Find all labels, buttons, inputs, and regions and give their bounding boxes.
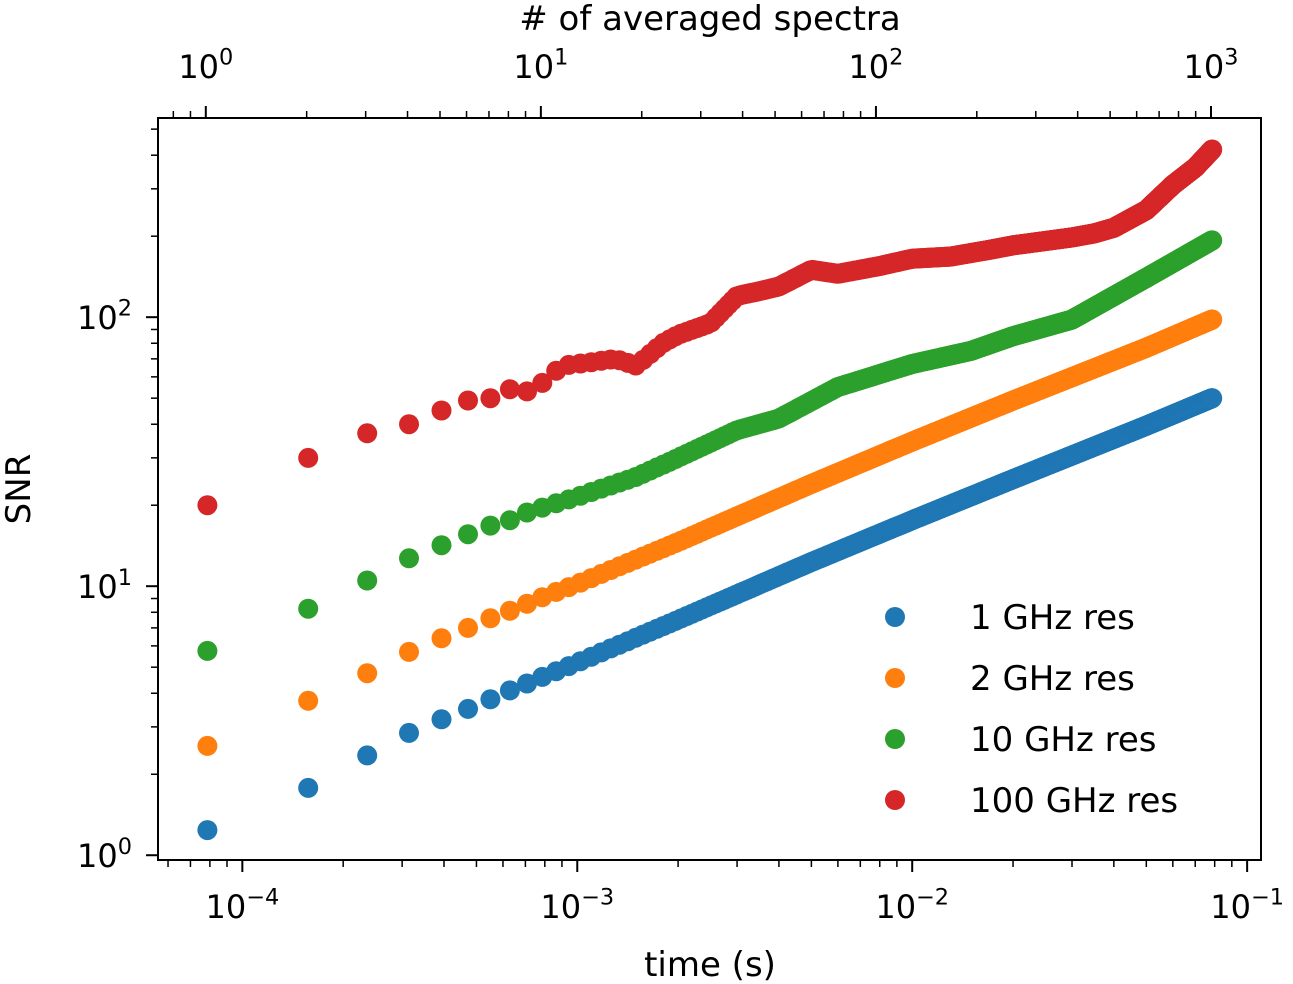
x-axis: 10−4 10−3 10−2 10−1: [167, 860, 1284, 926]
data-point: [517, 673, 537, 694]
data-point: [480, 689, 501, 710]
data-point: [357, 423, 378, 444]
x-tick-label: 10−1: [1210, 885, 1284, 926]
data-point: [1202, 388, 1223, 409]
data-point: [197, 820, 218, 841]
plot-frame: [157, 117, 1262, 861]
data-point: [458, 617, 478, 638]
data-point: [458, 390, 478, 411]
y-tick-label: 102: [77, 296, 132, 337]
data-point: [1202, 230, 1223, 251]
legend-marker: [885, 729, 905, 749]
data-point: [1202, 309, 1223, 330]
data-point: [458, 698, 478, 719]
data-point: [298, 447, 319, 468]
legend-label: 10 GHz res: [970, 720, 1157, 760]
data-points: [197, 139, 1223, 841]
data-point: [499, 600, 520, 621]
data-point: [298, 690, 319, 711]
data-point: [458, 524, 478, 545]
x-tick-label: 10−3: [540, 885, 614, 926]
data-point: [197, 640, 218, 661]
data-point: [197, 735, 218, 756]
legend: 1 GHz res 2 GHz res 10 GHz res 100 GHz res: [885, 598, 1178, 821]
data-point: [499, 379, 520, 400]
data-point: [431, 709, 452, 730]
data-point: [399, 548, 419, 569]
data-point: [517, 502, 537, 523]
data-point: [480, 515, 501, 536]
data-point: [399, 414, 419, 435]
top-x-tick-label: 103: [1184, 45, 1239, 86]
legend-marker: [885, 790, 905, 810]
legend-label: 2 GHz res: [970, 659, 1135, 699]
data-point: [357, 663, 378, 684]
y-axis-label: SNR: [0, 454, 39, 525]
data-point: [298, 777, 319, 798]
data-point: [517, 381, 537, 402]
data-point: [431, 400, 452, 421]
legend-marker: [885, 607, 905, 627]
legend-label: 1 GHz res: [970, 598, 1135, 638]
data-point: [1202, 139, 1223, 160]
top-x-axis-label: # of averaged spectra: [519, 0, 901, 39]
data-point: [399, 722, 419, 743]
legend-label: 100 GHz res: [970, 781, 1178, 821]
data-point: [480, 608, 501, 629]
top-x-tick-label: 101: [513, 45, 568, 86]
data-point: [499, 510, 520, 531]
data-point: [197, 495, 218, 516]
y-tick-label: 101: [77, 565, 132, 606]
top-x-axis: 100 101 102 103: [172, 45, 1239, 118]
x-tick-label: 10−2: [875, 885, 949, 926]
y-tick-label: 100: [77, 834, 132, 875]
data-point: [298, 598, 319, 619]
data-point: [480, 388, 501, 409]
data-point: [532, 372, 553, 393]
y-axis: 100 101 102: [77, 128, 158, 875]
data-point: [499, 680, 520, 701]
data-point: [517, 593, 537, 614]
data-point: [357, 745, 378, 766]
data-point: [431, 628, 452, 649]
x-axis-label: time (s): [644, 945, 776, 984]
top-x-tick-label: 102: [848, 45, 903, 86]
top-x-tick-label: 100: [178, 45, 233, 86]
x-tick-label: 10−4: [205, 885, 279, 926]
data-point: [357, 570, 378, 591]
data-point: [431, 535, 452, 556]
data-point: [399, 641, 419, 662]
legend-marker: [885, 668, 905, 688]
